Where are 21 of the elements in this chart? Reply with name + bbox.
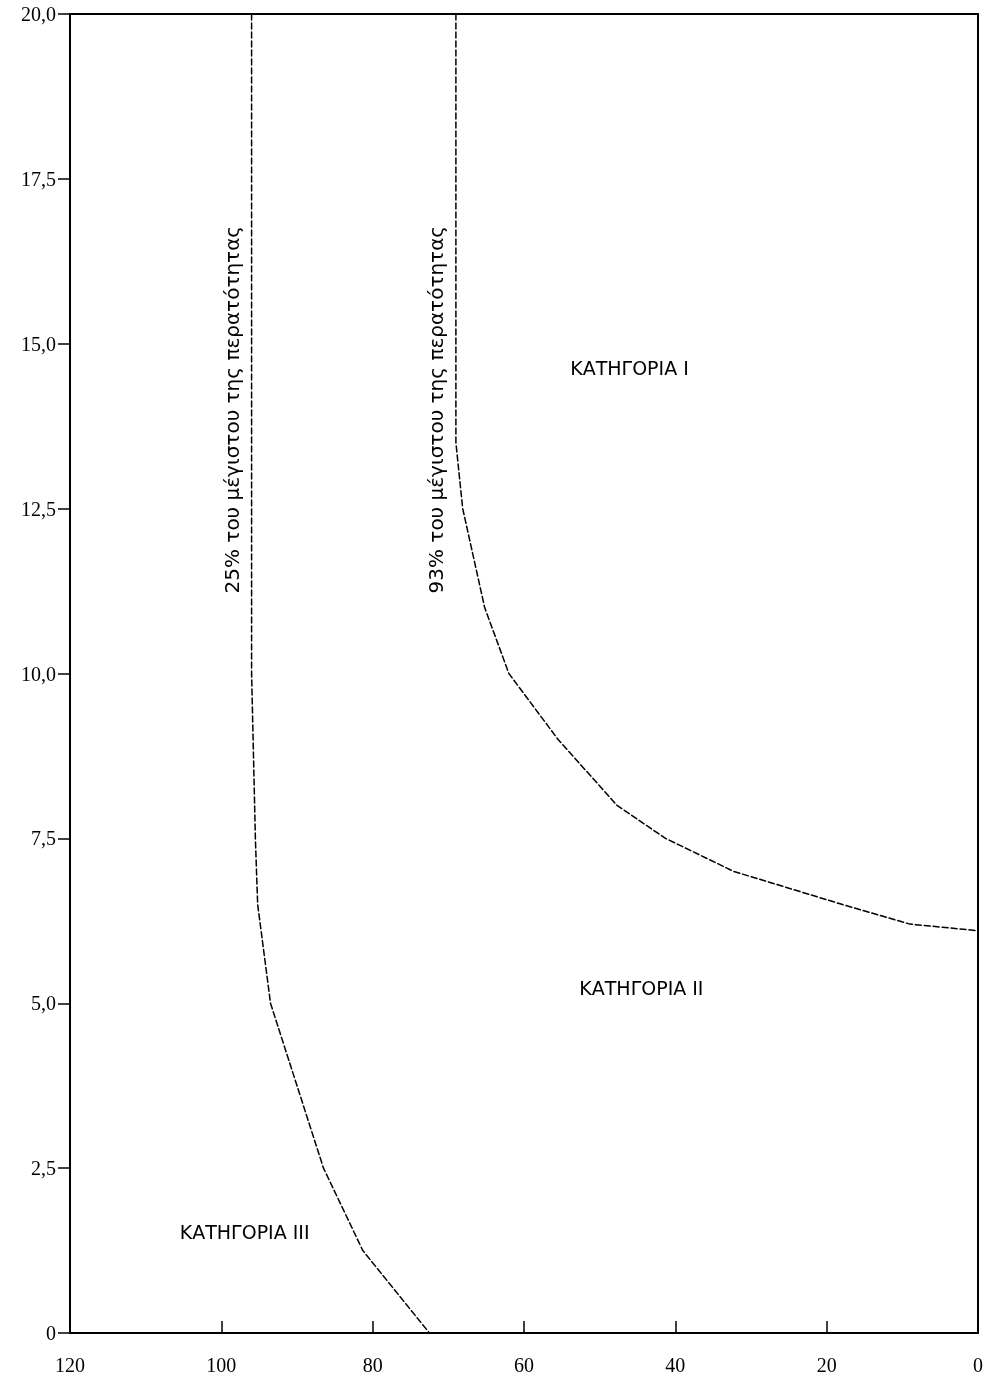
y-tick-label: 12,5 [21,497,56,520]
x-tick-label: 20 [816,1354,837,1376]
y-tick-label: 7,5 [31,827,56,850]
x-tick-label: 80 [362,1354,383,1376]
annotation: ΚΑΤΗΓΟΡΙΑ Ι [570,356,689,379]
y-tick-label: 0 [46,1322,56,1344]
y-tick-label: 17,5 [21,167,56,190]
x-tick-label: 40 [665,1354,686,1376]
x-tick-label: 100 [206,1354,237,1376]
x-tick-label: 0 [973,1354,983,1376]
text: 93% του μέγιστου της περατότητας [423,225,448,594]
y-tick-label: 15,0 [21,332,56,355]
x-tick-label: 60 [514,1354,534,1376]
y-tick-label: 20,0 [21,3,56,25]
text: 25% του μέγιστου της περατότητας [219,225,244,594]
annotation: ΚΑΤΗΓΟΡΙΑ ΙΙΙ [179,1220,310,1243]
y-tick-label: 5,0 [31,992,56,1015]
annotation: ΚΑΤΗΓΟΡΙΑ ΙΙ [579,976,704,999]
y-tick-label: 2,5 [31,1157,56,1180]
y-tick-label: 10,0 [21,662,56,685]
x-tick-label: 120 [55,1354,85,1376]
